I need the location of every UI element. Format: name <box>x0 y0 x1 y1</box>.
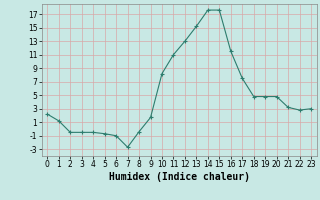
X-axis label: Humidex (Indice chaleur): Humidex (Indice chaleur) <box>109 172 250 182</box>
